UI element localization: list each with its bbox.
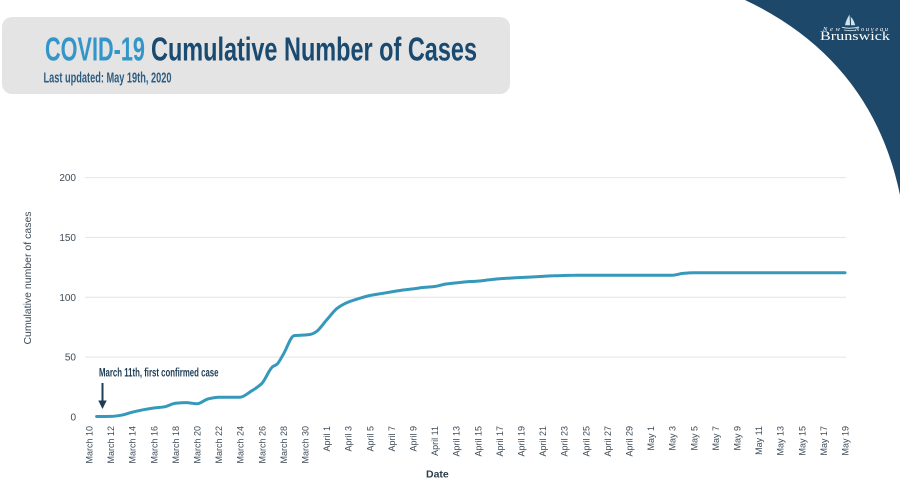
svg-text:0: 0 — [70, 413, 76, 424]
svg-text:April 29: April 29 — [625, 426, 635, 457]
svg-text:April 11: April 11 — [430, 426, 440, 456]
svg-text:May 1: May 1 — [646, 426, 656, 451]
svg-text:April 5: April 5 — [365, 426, 375, 452]
svg-text:March 11th, first confirmed ca: March 11th, first confirmed case — [99, 368, 219, 380]
svg-text:May 5: May 5 — [689, 426, 699, 451]
svg-text:Cumulative number of cases: Cumulative number of cases — [22, 211, 34, 344]
svg-text:Nouveau: Nouveau — [854, 26, 889, 33]
svg-text:50: 50 — [65, 353, 77, 364]
svg-text:New: New — [822, 26, 841, 33]
svg-text:March 14: March 14 — [128, 426, 138, 464]
svg-text:April 1: April 1 — [322, 426, 332, 452]
svg-text:March 10: March 10 — [85, 426, 95, 464]
svg-text:Date: Date — [426, 469, 449, 481]
svg-text:April 3: April 3 — [344, 426, 354, 452]
svg-text:150: 150 — [59, 233, 76, 244]
svg-text:May 13: May 13 — [776, 426, 786, 456]
svg-text:April 21: April 21 — [538, 426, 548, 457]
svg-text:May 17: May 17 — [819, 426, 829, 456]
svg-text:Brunswick: Brunswick — [820, 28, 891, 43]
svg-text:April 7: April 7 — [387, 426, 397, 452]
svg-text:March 20: March 20 — [193, 426, 203, 464]
svg-text:May 7: May 7 — [711, 426, 721, 451]
svg-text:April 15: April 15 — [473, 426, 483, 457]
svg-text:March 16: March 16 — [149, 426, 159, 464]
svg-text:April 13: April 13 — [452, 426, 462, 457]
svg-text:April 9: April 9 — [409, 426, 419, 452]
svg-text:March 26: March 26 — [257, 426, 267, 464]
svg-text:April 23: April 23 — [560, 426, 570, 457]
svg-text:May 15: May 15 — [797, 426, 807, 456]
svg-text:March 24: March 24 — [236, 426, 246, 464]
svg-text:April 25: April 25 — [581, 426, 591, 457]
svg-text:COVID-19: COVID-19 — [45, 31, 145, 68]
svg-text:200: 200 — [59, 173, 76, 184]
svg-text:March 12: March 12 — [106, 426, 116, 464]
svg-text:March 18: March 18 — [171, 426, 181, 464]
svg-text:March 30: March 30 — [301, 426, 311, 464]
svg-text:April 17: April 17 — [495, 426, 505, 457]
svg-text:April 27: April 27 — [603, 426, 613, 457]
svg-text:March 28: March 28 — [279, 426, 289, 464]
svg-text:Cumulative Number of Cases: Cumulative Number of Cases — [151, 31, 477, 68]
svg-text:100: 100 — [59, 293, 76, 304]
svg-text:March 22: March 22 — [214, 426, 224, 464]
svg-text:April 19: April 19 — [517, 426, 527, 457]
svg-text:May 9: May 9 — [733, 426, 743, 451]
svg-text:Last updated: May 19th, 2020: Last updated: May 19th, 2020 — [44, 70, 172, 87]
svg-text:May 3: May 3 — [668, 426, 678, 451]
svg-text:May 11: May 11 — [754, 426, 764, 455]
svg-text:May 19: May 19 — [841, 426, 851, 456]
